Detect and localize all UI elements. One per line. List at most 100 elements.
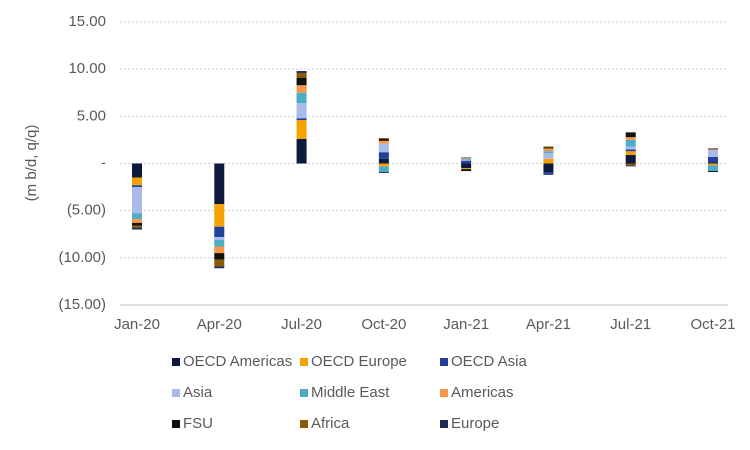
bar-segment: [214, 239, 225, 247]
bar-segment: [378, 143, 389, 153]
bar-segment: [132, 225, 142, 228]
bar-segment: [708, 162, 718, 164]
bar-segment: [378, 158, 389, 164]
bar-segment: [378, 138, 389, 139]
y-tick-label: (5.00): [67, 202, 106, 219]
bar-segment: [461, 163, 472, 169]
bar-segment: [132, 163, 142, 178]
legend-label: Americas: [451, 384, 514, 401]
bar-segment: [296, 71, 307, 73]
bar-segment: [708, 156, 718, 163]
bar-segment: [461, 159, 472, 161]
bar-segment: [296, 92, 307, 104]
bar-segment: [132, 185, 142, 188]
bar-segment: [708, 165, 718, 172]
bar-segment: [132, 222, 142, 226]
bar-segment: [543, 158, 554, 164]
y-tick-label: -: [101, 154, 106, 171]
legend-swatch: [300, 420, 308, 428]
bar-segment: [132, 227, 142, 230]
x-tick-label: Apr-20: [197, 316, 242, 333]
legend-label: FSU: [183, 415, 213, 432]
bar-segment: [378, 138, 389, 141]
legend-swatch: [440, 420, 448, 428]
bar-segment: [296, 118, 307, 121]
y-tick-label: 15.00: [68, 13, 106, 30]
legend-swatch: [300, 358, 308, 366]
bar-segment: [461, 169, 472, 172]
y-tick-label: 5.00: [77, 107, 106, 124]
bar-segment: [708, 150, 718, 157]
legend-swatch: [172, 389, 180, 397]
bar-segment: [214, 226, 225, 238]
bar-segment: [461, 158, 472, 160]
bar-segment: [214, 163, 225, 205]
legend-label: Asia: [183, 384, 213, 401]
bar-segment: [378, 163, 389, 167]
bar-segment: [461, 160, 472, 164]
bar-segment: [378, 166, 389, 172]
y-tick-label: (10.00): [58, 249, 106, 266]
x-tick-label: Oct-20: [361, 316, 406, 333]
bar-segment: [543, 147, 554, 149]
bar-segment: [214, 237, 225, 240]
bar-segment: [214, 253, 225, 260]
x-tick-label: Apr-21: [526, 316, 571, 333]
bar-segment: [214, 246, 225, 254]
bar-segment: [625, 163, 636, 166]
legend-label: Europe: [451, 415, 499, 432]
y-tick-label: (15.00): [58, 296, 106, 313]
bar-segment: [708, 148, 718, 150]
bar-segment: [378, 171, 389, 173]
bar-segment: [214, 204, 225, 227]
bar-segment: [214, 259, 225, 267]
bar-segment: [625, 146, 636, 150]
x-tick-label: Jul-20: [281, 316, 322, 333]
legend-label: OECD Americas: [183, 353, 292, 370]
bar-segment: [625, 132, 636, 138]
bar-segment: [296, 120, 307, 139]
bar-segment: [461, 168, 472, 170]
bar-segment: [296, 72, 307, 78]
bar-segment: [543, 171, 554, 174]
legend-swatch: [172, 358, 180, 366]
legend-swatch: [172, 420, 180, 428]
bar-segment: [543, 173, 554, 175]
bar-segment: [543, 153, 554, 159]
legend-label: OECD Europe: [311, 353, 407, 370]
bar-segment: [543, 148, 554, 152]
bar-segment: [378, 152, 389, 159]
bar-segment: [132, 187, 142, 214]
x-tick-label: Jan-21: [443, 316, 489, 333]
bar-segment: [296, 138, 307, 164]
bar-segment: [543, 151, 554, 154]
bar-segment: [625, 139, 636, 147]
x-tick-label: Jan-20: [114, 316, 160, 333]
bar-segment: [625, 155, 636, 164]
x-tick-label: Oct-21: [690, 316, 735, 333]
bar-segment: [625, 137, 636, 140]
bar-segment: [378, 140, 389, 144]
bar-segment: [296, 77, 307, 86]
bar-segment: [625, 149, 636, 152]
legend-swatch: [300, 389, 308, 397]
x-tick-label: Jul-21: [610, 316, 651, 333]
bar-segment: [543, 146, 554, 148]
bar-segment: [296, 85, 307, 93]
bar-segment: [708, 171, 718, 172]
bar-segment: [132, 213, 142, 220]
legend-label: Africa: [311, 415, 350, 432]
bar-segment: [296, 103, 307, 119]
y-axis-label: (m b/d, q/q): [23, 125, 40, 202]
bar-segment: [708, 163, 718, 166]
legend-swatch: [440, 358, 448, 366]
bar-segment: [132, 219, 142, 223]
bar-segment: [214, 266, 225, 269]
bar-segment: [132, 177, 142, 186]
bar-segment: [625, 165, 636, 167]
bar-segment: [625, 151, 636, 156]
legend-label: OECD Asia: [451, 353, 528, 370]
bar-segment: [543, 163, 554, 172]
legend-swatch: [440, 389, 448, 397]
